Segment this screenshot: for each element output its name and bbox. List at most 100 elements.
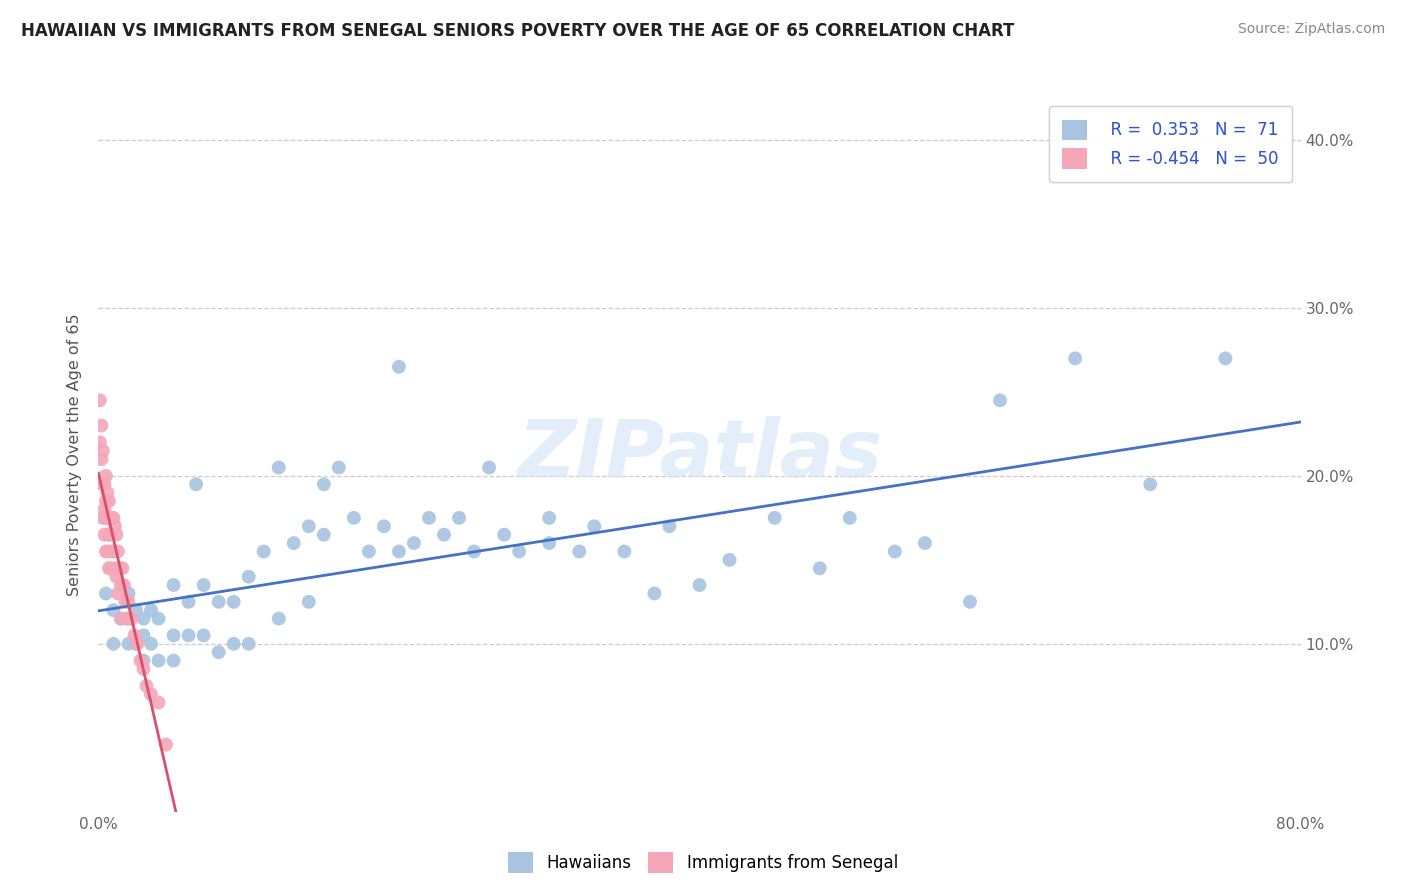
Point	[121, 612, 143, 626]
Point	[132, 628, 155, 642]
Point	[718, 553, 741, 567]
Point	[418, 511, 440, 525]
Point	[238, 569, 260, 583]
Point	[283, 536, 305, 550]
Point	[111, 561, 134, 575]
Point	[124, 628, 146, 642]
Point	[402, 536, 425, 550]
Point	[238, 637, 260, 651]
Point	[508, 544, 530, 558]
Point	[132, 612, 155, 626]
Point	[162, 628, 184, 642]
Point	[433, 527, 456, 541]
Point	[613, 544, 636, 558]
Point	[93, 502, 115, 516]
Point	[162, 578, 184, 592]
Point	[108, 561, 131, 575]
Point	[103, 603, 125, 617]
Point	[177, 595, 200, 609]
Point	[94, 511, 117, 525]
Point	[148, 696, 170, 710]
Point	[208, 645, 231, 659]
Point	[478, 460, 501, 475]
Point	[93, 527, 115, 541]
Point	[658, 519, 681, 533]
Point	[110, 612, 132, 626]
Point	[112, 578, 135, 592]
Point	[139, 637, 162, 651]
Point	[312, 477, 335, 491]
Point	[312, 527, 335, 541]
Point	[139, 603, 162, 617]
Point	[447, 511, 470, 525]
Point	[148, 612, 170, 626]
Point	[132, 662, 155, 676]
Point	[538, 511, 561, 525]
Point	[101, 511, 124, 525]
Point	[253, 544, 276, 558]
Point	[91, 477, 114, 491]
Point	[568, 544, 591, 558]
Point	[988, 393, 1011, 408]
Point	[104, 561, 127, 575]
Point	[222, 637, 245, 651]
Point	[184, 477, 207, 491]
Point	[94, 469, 117, 483]
Point	[114, 595, 136, 609]
Point	[388, 544, 411, 558]
Point	[177, 628, 200, 642]
Text: Source: ZipAtlas.com: Source: ZipAtlas.com	[1237, 22, 1385, 37]
Point	[96, 485, 118, 500]
Legend:   R =  0.353   N =  71,   R = -0.454   N =  50: R = 0.353 N = 71, R = -0.454 N = 50	[1049, 106, 1292, 182]
Point	[388, 359, 411, 374]
Point	[343, 511, 366, 525]
Point	[89, 435, 111, 450]
Point	[373, 519, 395, 533]
Point	[90, 452, 112, 467]
Point	[115, 612, 138, 626]
Point	[117, 612, 139, 626]
Legend: Hawaiians, Immigrants from Senegal: Hawaiians, Immigrants from Senegal	[502, 846, 904, 880]
Point	[148, 654, 170, 668]
Point	[328, 460, 350, 475]
Point	[89, 393, 111, 408]
Point	[838, 511, 860, 525]
Point	[1139, 477, 1161, 491]
Point	[91, 511, 114, 525]
Point	[105, 527, 128, 541]
Point	[100, 561, 122, 575]
Point	[267, 460, 290, 475]
Point	[193, 628, 215, 642]
Point	[1064, 351, 1087, 366]
Point	[643, 586, 665, 600]
Point	[105, 569, 128, 583]
Point	[267, 612, 290, 626]
Point	[104, 519, 127, 533]
Point	[97, 561, 120, 575]
Point	[103, 511, 125, 525]
Point	[125, 637, 148, 651]
Point	[129, 654, 152, 668]
Point	[155, 738, 177, 752]
Point	[100, 527, 122, 541]
Point	[162, 654, 184, 668]
Point	[107, 586, 129, 600]
Point	[135, 679, 157, 693]
Point	[208, 595, 231, 609]
Point	[117, 595, 139, 609]
Point	[1215, 351, 1237, 366]
Point	[100, 511, 122, 525]
Point	[127, 637, 149, 651]
Point	[103, 637, 125, 651]
Point	[959, 595, 981, 609]
Point	[97, 494, 120, 508]
Point	[107, 544, 129, 558]
Point	[808, 561, 831, 575]
Point	[94, 494, 117, 508]
Text: ZIPatlas: ZIPatlas	[517, 416, 882, 494]
Point	[110, 578, 132, 592]
Point	[91, 443, 114, 458]
Point	[103, 544, 125, 558]
Point	[298, 595, 321, 609]
Point	[193, 578, 215, 592]
